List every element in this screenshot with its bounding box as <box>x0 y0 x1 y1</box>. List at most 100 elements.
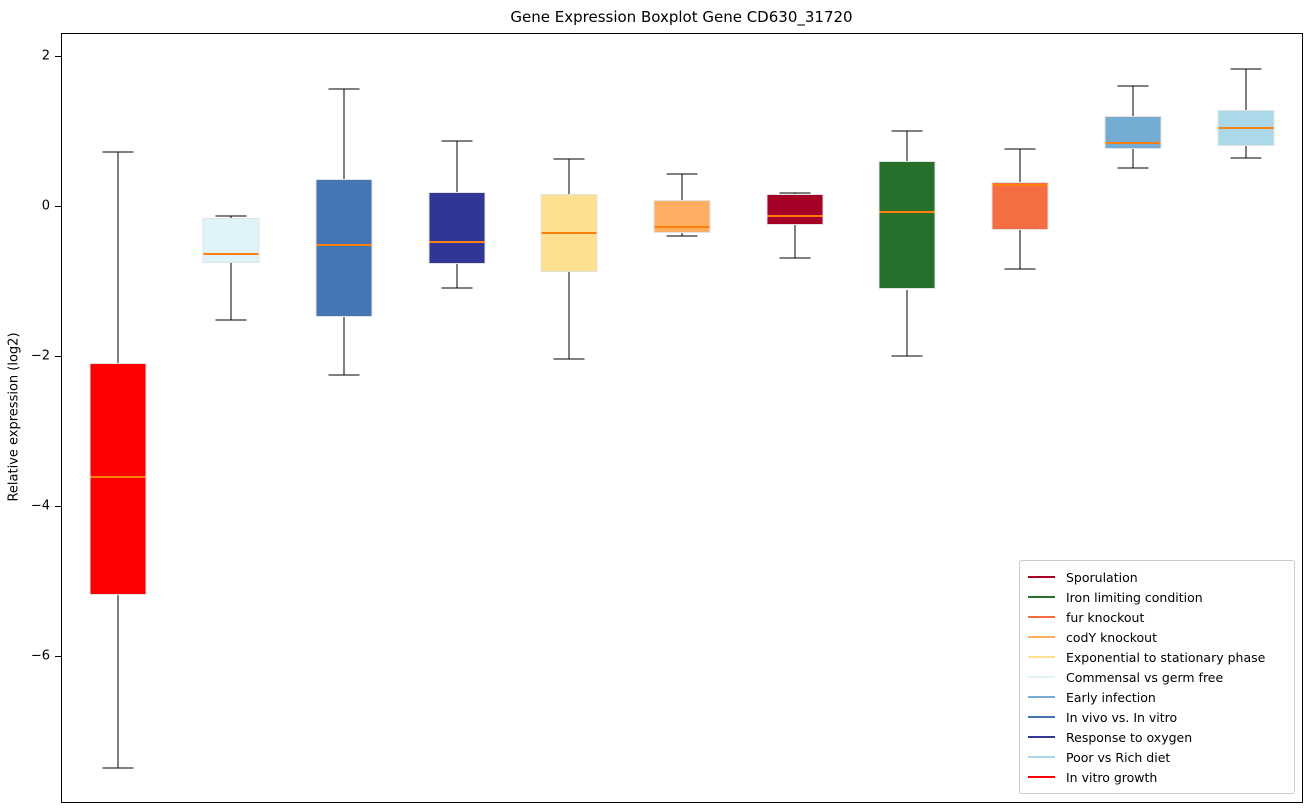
whisker-cap-upper <box>102 151 134 153</box>
box <box>315 179 373 318</box>
legend-label: Iron limiting condition <box>1066 589 1203 605</box>
box <box>1104 116 1162 150</box>
whisker-cap-upper <box>328 88 360 90</box>
box <box>202 218 260 263</box>
box <box>991 181 1049 231</box>
y-tick-label: −6 <box>30 648 50 664</box>
whisker-cap-lower <box>891 355 923 357</box>
legend-swatch <box>1028 715 1055 719</box>
legend-swatch <box>1028 695 1055 699</box>
y-tick <box>55 356 62 358</box>
whisker-cap-lower <box>1117 167 1149 169</box>
box <box>878 160 936 290</box>
whisker-upper <box>568 159 570 195</box>
whisker-cap-upper <box>891 130 923 132</box>
whisker-lower <box>343 317 345 375</box>
box <box>766 193 824 226</box>
whisker-cap-upper <box>779 192 811 194</box>
whisker-cap-lower <box>666 235 698 237</box>
legend-label: Sporulation <box>1066 569 1138 585</box>
y-tick-label: 2 <box>41 48 50 64</box>
legend-label: Poor vs Rich diet <box>1066 749 1171 765</box>
median-line <box>879 211 935 214</box>
y-tick <box>55 206 62 208</box>
whisker-lower <box>117 595 119 768</box>
whisker-cap-lower <box>1004 268 1036 270</box>
whisker-upper <box>230 216 232 219</box>
whisker-cap-upper <box>1004 148 1036 150</box>
legend-item: In vitro growth <box>1028 767 1286 787</box>
whisker-upper <box>456 141 458 193</box>
y-tick-label: −4 <box>30 498 50 514</box>
whisker-lower <box>230 262 232 321</box>
legend-swatch <box>1028 755 1055 759</box>
legend-item: Early infection <box>1028 687 1286 707</box>
whisker-cap-upper <box>441 140 473 142</box>
legend-label: Commensal vs germ free <box>1066 669 1224 685</box>
legend-item: Commensal vs germ free <box>1028 667 1286 687</box>
legend-swatch <box>1028 615 1055 619</box>
y-tick <box>55 655 62 657</box>
whisker-cap-upper <box>553 158 585 160</box>
median-line <box>767 215 823 218</box>
plot-area: 2 0 −2 −4 −6 Sporulation Iron limiting condit… <box>31 33 1303 803</box>
whisker-upper <box>343 88 345 180</box>
whisker-cap-upper <box>1117 85 1149 87</box>
legend-label: fur knockout <box>1066 609 1145 625</box>
legend-label: In vivo vs. In vitro <box>1066 709 1178 725</box>
legend: Sporulation Iron limiting condition fur kn… <box>1019 560 1295 794</box>
y-tick-label: −2 <box>30 348 50 364</box>
legend-label: In vitro growth <box>1066 769 1158 785</box>
legend-swatch <box>1028 675 1055 679</box>
whisker-upper <box>1132 86 1134 117</box>
whisker-cap-lower <box>1230 157 1262 159</box>
whisker-cap-lower <box>779 257 811 259</box>
whisker-lower <box>1132 149 1134 169</box>
legend-swatch <box>1028 655 1055 659</box>
legend-label: codY knockout <box>1066 629 1158 645</box>
legend-item: codY knockout <box>1028 627 1286 647</box>
whisker-lower <box>906 289 908 357</box>
legend-swatch <box>1028 735 1055 739</box>
whisker-cap-lower <box>102 767 134 769</box>
legend-item: fur knockout <box>1028 607 1286 627</box>
legend-swatch <box>1028 595 1055 599</box>
y-tick-label: 0 <box>41 198 50 214</box>
whisker-cap-lower <box>328 374 360 376</box>
legend-swatch <box>1028 775 1055 779</box>
whisker-cap-lower <box>553 358 585 360</box>
whisker-lower <box>1245 145 1247 158</box>
legend-label: Response to oxygen <box>1066 729 1193 745</box>
legend-swatch <box>1028 635 1055 639</box>
legend-item: Sporulation <box>1028 567 1286 587</box>
whisker-lower <box>568 271 570 360</box>
legend-label: Early infection <box>1066 689 1156 705</box>
whisker-lower <box>456 264 458 288</box>
box <box>428 192 486 265</box>
legend-item: Poor vs Rich diet <box>1028 747 1286 767</box>
legend-item: Iron limiting condition <box>1028 587 1286 607</box>
chart-title: Gene Expression Boxplot Gene CD630_31720 <box>510 8 853 26</box>
whisker-lower <box>794 225 796 259</box>
whisker-lower <box>1019 230 1021 270</box>
legend-label: Exponential to stationary phase <box>1066 649 1266 665</box>
legend-item: In vivo vs. In vitro <box>1028 707 1286 727</box>
y-tick <box>55 506 62 508</box>
whisker-cap-upper <box>666 173 698 175</box>
whisker-cap-lower <box>215 319 247 321</box>
whisker-upper <box>1019 149 1021 182</box>
whisker-cap-lower <box>441 287 473 289</box>
median-line <box>1218 127 1274 130</box>
legend-item: Response to oxygen <box>1028 727 1286 747</box>
whisker-cap-upper <box>1230 68 1262 70</box>
median-line <box>316 243 372 246</box>
median-line <box>1105 142 1161 145</box>
median-line <box>203 252 259 255</box>
whisker-lower <box>681 232 683 237</box>
whisker-upper <box>1245 69 1247 110</box>
legend-swatch <box>1028 575 1055 579</box>
median-line <box>90 475 146 478</box>
legend-item: Exponential to stationary phase <box>1028 647 1286 667</box>
whisker-upper <box>906 130 908 161</box>
